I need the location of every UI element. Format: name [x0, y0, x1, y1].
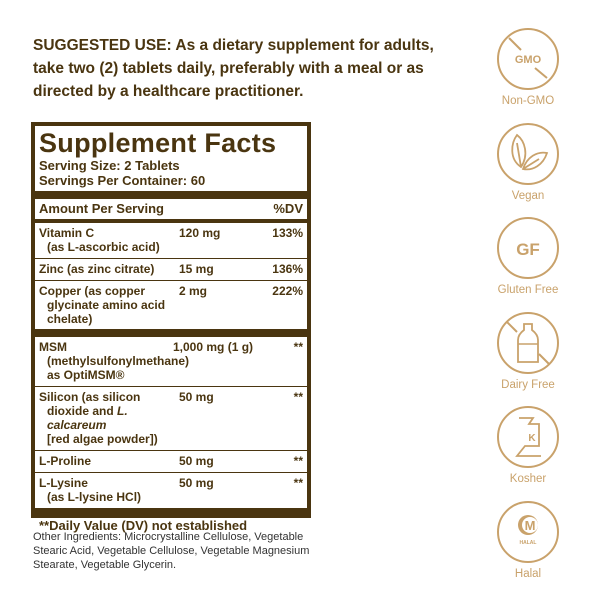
servings-per-container: Servings Per Container: 60 [39, 173, 206, 188]
badge-label: Kosher [509, 473, 547, 485]
nutrient-amount: 50 mg [179, 476, 214, 490]
no-gmo-icon: GMO [497, 28, 559, 90]
suggested-use: SUGGESTED USE: As a dietary supplement f… [33, 34, 453, 103]
divider [35, 508, 307, 516]
nutrient-dv: ** [293, 476, 303, 490]
badge-vegan: Vegan [493, 121, 563, 202]
supplement-facts-panel: Supplement Facts Serving Size: 2 Tablets… [31, 122, 311, 533]
badge-non-gmo: GMO Non-GMO [493, 26, 563, 107]
badge-label: Non-GMO [501, 95, 555, 107]
divider [35, 191, 307, 199]
other-ingredients: Other Ingredients: Microcrystalline Cell… [33, 531, 310, 571]
badge-gluten-free: GF Gluten Free [493, 215, 563, 296]
nutrient-amount: 1,000 mg (1 g) [173, 340, 254, 354]
svg-text:HALAL: HALAL [520, 540, 537, 546]
nutrient-amount: 15 mg [179, 262, 214, 276]
suggested-use-label: SUGGESTED USE: [33, 37, 172, 54]
kosher-icon: K [497, 406, 559, 468]
svg-text:K: K [528, 433, 536, 444]
svg-text:GMO: GMO [515, 54, 542, 66]
table-row: L-Proline 50 mg ** [39, 451, 303, 468]
table-row: Vitamin C (as L-ascorbic acid) 120 mg 133% [39, 223, 303, 254]
footnote: **Daily Value (DV) not established [39, 516, 303, 533]
nutrient-amount: 50 mg [179, 454, 214, 468]
table-row: Zinc (as zinc citrate) 15 mg 136% [39, 259, 303, 276]
nutrient-dv: 133% [272, 226, 303, 240]
nutrient-name: L-Proline [39, 454, 92, 468]
nutrient-name: Zinc (as zinc citrate) [39, 262, 155, 276]
divider [35, 219, 307, 223]
nutrient-name: Copper (as copper glycinate amino acid ch… [39, 284, 166, 326]
footnote-text: **Daily Value (DV) not established [39, 518, 248, 533]
table-row: L-Lysine (as L-lysine HCl) 50 mg ** [39, 473, 303, 504]
divider [35, 472, 307, 473]
nutrient-amount: 2 mg [179, 284, 208, 298]
badge-label: Gluten Free [497, 284, 559, 296]
nutrient-dv: ** [293, 454, 303, 468]
gluten-free-icon: GF [497, 217, 559, 279]
divider [35, 386, 307, 387]
nutrient-amount: 50 mg [179, 390, 214, 404]
table-row: MSM (methylsulfonylmethane) as OptiMSM® 1,0… [39, 337, 303, 382]
badge-dairy-free: Dairy Free [493, 310, 563, 391]
header-dv: %DV [273, 201, 303, 216]
nutrient-amount: 120 mg [179, 226, 221, 240]
nutrient-name: Silicon (as silicon dioxide and L. calcar… [39, 390, 158, 446]
badge-label: Vegan [511, 189, 545, 202]
table-row: Silicon (as silicon dioxide and L. calcar… [39, 387, 303, 446]
nutrient-dv: ** [293, 390, 303, 404]
badge-label: Halal [514, 567, 542, 580]
divider [35, 280, 307, 281]
badge-label: Dairy Free [501, 378, 555, 391]
nutrient-dv: 136% [272, 262, 303, 276]
divider [35, 450, 307, 451]
leaf-icon [497, 122, 559, 185]
halal-icon: M HALAL [497, 500, 559, 563]
facts-title: Supplement Facts [39, 128, 277, 158]
svg-text:M: M [525, 518, 536, 533]
serving-size: Serving Size: 2 Tablets [39, 158, 180, 173]
nutrient-name: L-Lysine (as L-lysine HCl) [39, 476, 142, 504]
svg-text:GF: GF [516, 240, 540, 259]
nutrient-dv: 222% [272, 284, 303, 298]
table-header: Amount Per Serving %DV [39, 199, 303, 216]
badge-kosher: K Kosher [493, 404, 563, 485]
table-row: Copper (as copper glycinate amino acid ch… [39, 281, 303, 326]
header-amount: Amount Per Serving [39, 201, 164, 216]
nutrient-name: MSM (methylsulfonylmethane) as OptiMSM® [39, 340, 190, 382]
badge-halal: M HALAL Halal [493, 499, 563, 580]
nutrient-name: Vitamin C (as L-ascorbic acid) [39, 226, 160, 254]
suggested-use-text: As a dietary supplement for adults, take… [33, 37, 434, 100]
divider [35, 329, 307, 337]
no-dairy-icon [497, 311, 559, 374]
nutrient-dv: ** [293, 340, 303, 354]
divider [35, 258, 307, 259]
